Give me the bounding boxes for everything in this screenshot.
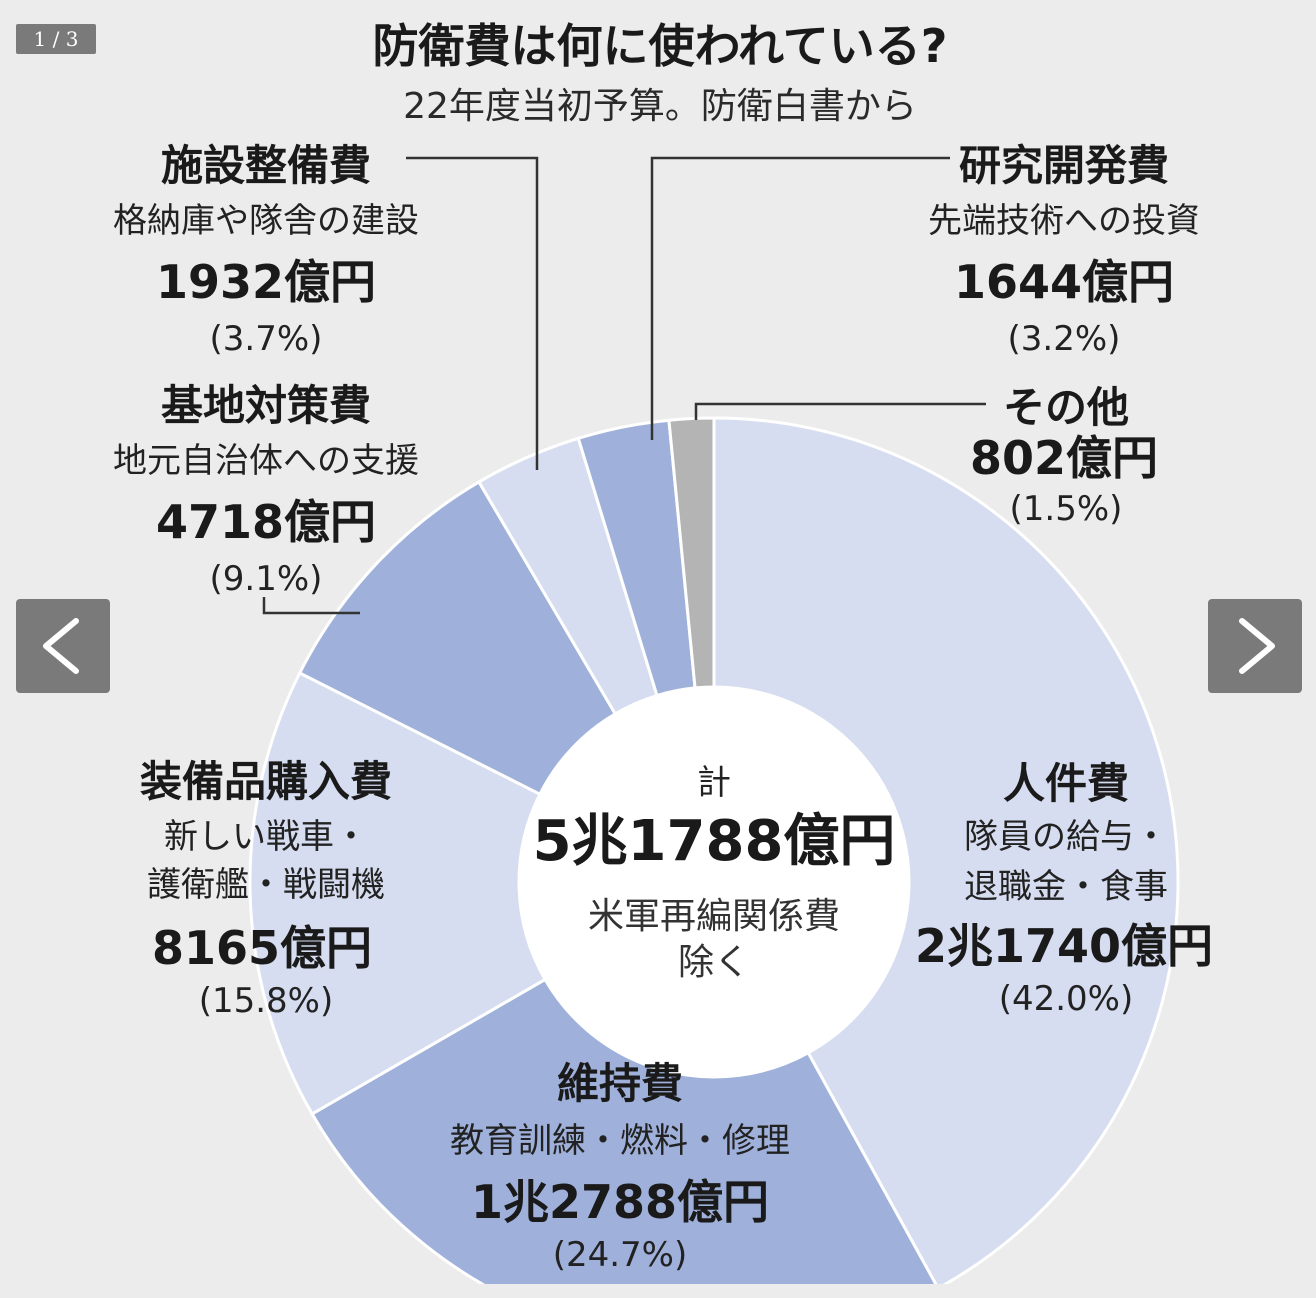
chart-image: 防衛費は何に使われている? 22年度当初予算。防衛白書から 施設整備費 格納庫や…: [66, 8, 1254, 1284]
label-equipment-percent: (15.8%): [199, 981, 334, 1021]
chevron-left-icon: [43, 618, 79, 674]
leader-line-research: [650, 156, 950, 440]
label-equipment-amount: 8165億円: [152, 921, 372, 975]
label-research-percent: (3.2%): [1008, 319, 1121, 359]
label-base-name: 基地対策費: [161, 381, 371, 430]
leader-line-base: [262, 597, 360, 615]
chart-subtitle: 22年度当初予算。防衛白書から: [403, 86, 917, 127]
label-personnel-desc-1: 隊員の給与・: [964, 817, 1168, 857]
label-facility-name: 施設整備費: [161, 141, 371, 190]
center-total-value: 5兆1788億円: [533, 809, 896, 874]
donut-hole: [519, 687, 909, 1077]
label-personnel-percent: (42.0%): [999, 979, 1134, 1019]
leader-line-facility: [406, 156, 539, 470]
next-button[interactable]: [1208, 599, 1302, 693]
center-note-line2: 除く: [678, 942, 750, 983]
donut-chart: 防衛費は何に使われている? 22年度当初予算。防衛白書から 施設整備費 格納庫や…: [113, 19, 1213, 1284]
center-total-label: 計: [697, 763, 731, 803]
label-research-name: 研究開発費: [959, 141, 1169, 190]
label-equipment-desc-2: 護衛艦・戦闘機: [147, 865, 385, 905]
label-research-amount: 1644億円: [954, 255, 1174, 309]
label-other-amount: 802億円: [970, 431, 1158, 485]
label-personnel-amount: 2兆1740億円: [915, 919, 1213, 973]
label-equipment-desc-1: 新しい戦車・: [164, 817, 368, 857]
label-maintenance-percent: (24.7%): [553, 1235, 688, 1275]
label-maintenance-amount: 1兆2788億円: [471, 1175, 769, 1229]
chevron-right-icon: [1239, 618, 1275, 674]
prev-button[interactable]: [16, 599, 110, 693]
slices-layer: [248, 416, 1180, 1284]
leader-lines: [262, 156, 986, 615]
label-equipment-name: 装備品購入費: [140, 757, 392, 806]
label-maintenance-desc: 教育訓練・燃料・修理: [450, 1121, 790, 1161]
label-maintenance-name: 維持費: [557, 1059, 683, 1108]
label-base-desc: 地元自治体への支援: [113, 441, 419, 481]
center-note-line1: 米軍再編関係費: [588, 896, 840, 937]
label-facility-amount: 1932億円: [156, 255, 376, 309]
label-facility-percent: (3.7%): [210, 319, 323, 359]
label-base-amount: 4718億円: [156, 495, 376, 549]
page-counter: 1 / 3: [16, 24, 96, 54]
label-personnel-name: 人件費: [1003, 759, 1129, 808]
label-facility-desc: 格納庫や隊舎の建設: [113, 201, 419, 241]
chart-title: 防衛費は何に使われている?: [372, 19, 947, 73]
label-other-name: その他: [1003, 383, 1129, 432]
label-other-percent: (1.5%): [1010, 489, 1123, 529]
slice-personnel: [712, 416, 1180, 1284]
label-base-percent: (9.1%): [210, 559, 323, 599]
label-personnel-desc-2: 退職金・食事: [964, 867, 1168, 907]
leader-line-other: [694, 402, 986, 420]
label-research-desc: 先端技術への投資: [928, 201, 1200, 241]
